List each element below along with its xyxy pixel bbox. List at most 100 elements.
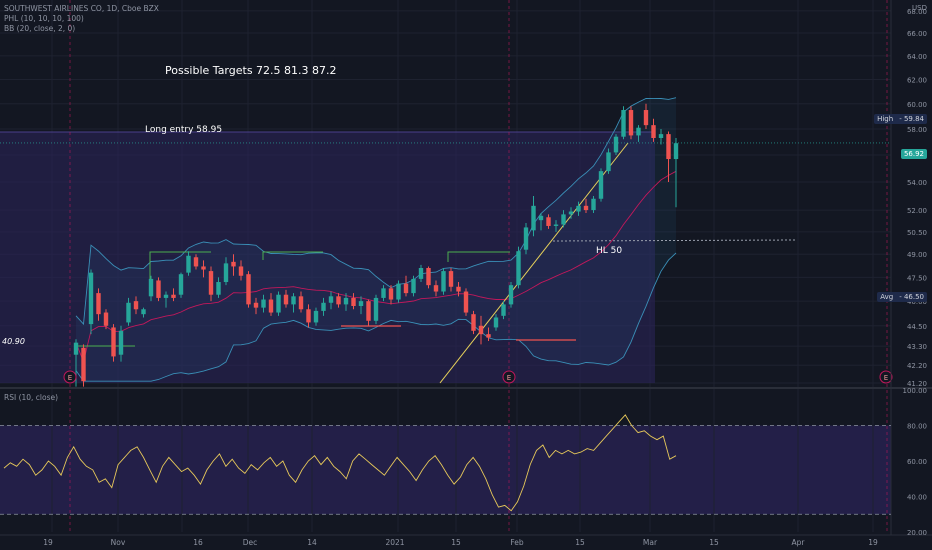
- candle-body-62: [538, 215, 544, 221]
- candle-body-10: [148, 278, 154, 297]
- possible-targets-note[interactable]: Possible Targets 72.5 81.3 87.2: [165, 64, 337, 77]
- time-tick-4: 14: [307, 538, 317, 547]
- price-tick-3: 62.00: [907, 76, 927, 84]
- candle-body-37: [351, 297, 356, 307]
- uptrend-line: [439, 142, 629, 384]
- candle-body-7: [126, 302, 131, 323]
- price-tick-10: 49.00: [907, 251, 927, 259]
- candle-body-76: [643, 110, 649, 126]
- long-entry-note[interactable]: Long entry 58.95: [145, 125, 223, 135]
- candle-body-48: [433, 285, 439, 292]
- candle-body-26: [268, 299, 274, 313]
- candle-body-0: [73, 342, 79, 355]
- phl-indicator-legend[interactable]: PHL (10, 10, 10, 100): [4, 14, 84, 23]
- price-tick-13: 44.50: [907, 323, 927, 331]
- price-axis-currency: USD: [912, 4, 927, 12]
- candle-body-2: [88, 272, 94, 325]
- candle-body-38: [358, 301, 364, 307]
- price-tick-12: 46.00: [907, 298, 927, 306]
- candle-body-29: [291, 296, 296, 305]
- phl-high-3: [262, 251, 323, 260]
- left-price-label: 40.90: [2, 337, 25, 346]
- candle-body-14: [178, 274, 184, 295]
- rsi-indicator-legend[interactable]: RSI (10, close): [4, 393, 59, 402]
- higher-low-line: [552, 239, 796, 242]
- candle-body-25: [261, 299, 266, 308]
- candle-body-47: [426, 267, 431, 286]
- candle-body-32: [313, 310, 319, 323]
- candle-body-4: [103, 312, 109, 326]
- bollinger-upper: [75, 97, 677, 326]
- candle-body-67: [576, 205, 581, 212]
- price-tick-9: 50.50: [907, 229, 927, 237]
- candle-body-75: [636, 127, 641, 136]
- candle-body-21: [231, 261, 236, 267]
- time-tick-10: 15: [709, 538, 719, 547]
- candle-body-8: [133, 301, 139, 310]
- rsi-tick-4: 20.00: [907, 529, 927, 537]
- candle-body-42: [388, 288, 394, 300]
- time-tick-0: 19: [43, 538, 53, 547]
- candle-body-31: [306, 309, 311, 323]
- candle-body-30: [298, 296, 304, 310]
- bollinger-band-fill: [76, 97, 676, 382]
- price-tick-4: 60.00: [907, 101, 927, 109]
- candle-body-16: [193, 257, 199, 267]
- candle-body-39: [366, 301, 371, 321]
- candle-body-79: [666, 134, 671, 160]
- candle-body-61: [531, 205, 536, 231]
- earnings-marker-0: [63, 370, 77, 384]
- price-tick-16: 41.20: [907, 380, 927, 388]
- candle-body-34: [328, 296, 334, 303]
- rsi-tick-0: 100.00: [903, 387, 928, 395]
- candle-body-80: [673, 143, 679, 160]
- price-tick-14: 43.30: [907, 343, 927, 351]
- price-tick-15: 42.20: [907, 362, 927, 370]
- bb-indicator-legend[interactable]: BB (20, close, 2, 0): [4, 24, 76, 33]
- time-tick-12: 19: [868, 538, 878, 547]
- earnings-marker-label-2: E: [884, 374, 888, 382]
- candle-body-57: [501, 304, 506, 316]
- rsi-tick-3: 40.00: [907, 494, 927, 502]
- higher-low-note[interactable]: HL 50: [596, 246, 623, 256]
- candle-body-13: [171, 294, 176, 298]
- candle-body-44: [403, 283, 409, 294]
- time-tick-11: Apr: [792, 538, 806, 547]
- avg-value-text: 46.50: [903, 293, 924, 301]
- candle-body-41: [381, 288, 386, 298]
- candle-body-46: [418, 267, 424, 279]
- candle-body-64: [553, 224, 559, 226]
- candle-body-33: [321, 302, 326, 311]
- last-price-label: 56.92: [900, 149, 927, 159]
- bollinger-lower: [75, 252, 677, 382]
- candle-body-69: [591, 198, 596, 211]
- candle-body-70: [598, 171, 604, 199]
- price-tick-5: 58.00: [907, 126, 927, 134]
- candle-body-63: [546, 217, 551, 226]
- candle-body-53: [471, 314, 476, 331]
- symbol-legend[interactable]: SOUTHWEST AIRLINES CO, 1D, Cboe BZX: [4, 4, 159, 13]
- time-tick-9: Mar: [643, 538, 658, 547]
- long-entry-zone: [0, 132, 655, 383]
- candle-body-27: [276, 294, 281, 313]
- candle-body-58: [508, 285, 514, 305]
- candle-body-28: [283, 294, 289, 305]
- candle-body-43: [396, 283, 401, 300]
- candle-body-19: [216, 282, 221, 295]
- candle-body-68: [583, 205, 589, 211]
- earnings-marker-1: [502, 370, 516, 384]
- candle-body-66: [568, 211, 574, 215]
- earnings-marker-label-0: E: [68, 374, 72, 382]
- candle-body-3: [96, 293, 101, 315]
- candle-body-52: [463, 291, 469, 313]
- candle-body-15: [186, 255, 191, 273]
- candle-body-9: [141, 309, 146, 315]
- candle-body-17: [201, 266, 206, 270]
- time-tick-8: 15: [575, 538, 585, 547]
- candle-body-35: [336, 296, 341, 305]
- candle-body-73: [621, 110, 626, 137]
- candle-body-18: [208, 271, 214, 295]
- candle-body-24: [253, 302, 259, 308]
- candle-body-59: [516, 251, 521, 286]
